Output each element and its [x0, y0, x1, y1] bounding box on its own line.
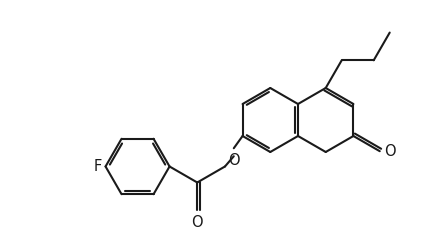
Text: F: F [93, 159, 102, 174]
Text: O: O [191, 215, 203, 230]
Text: O: O [384, 144, 395, 159]
Text: O: O [228, 153, 240, 168]
